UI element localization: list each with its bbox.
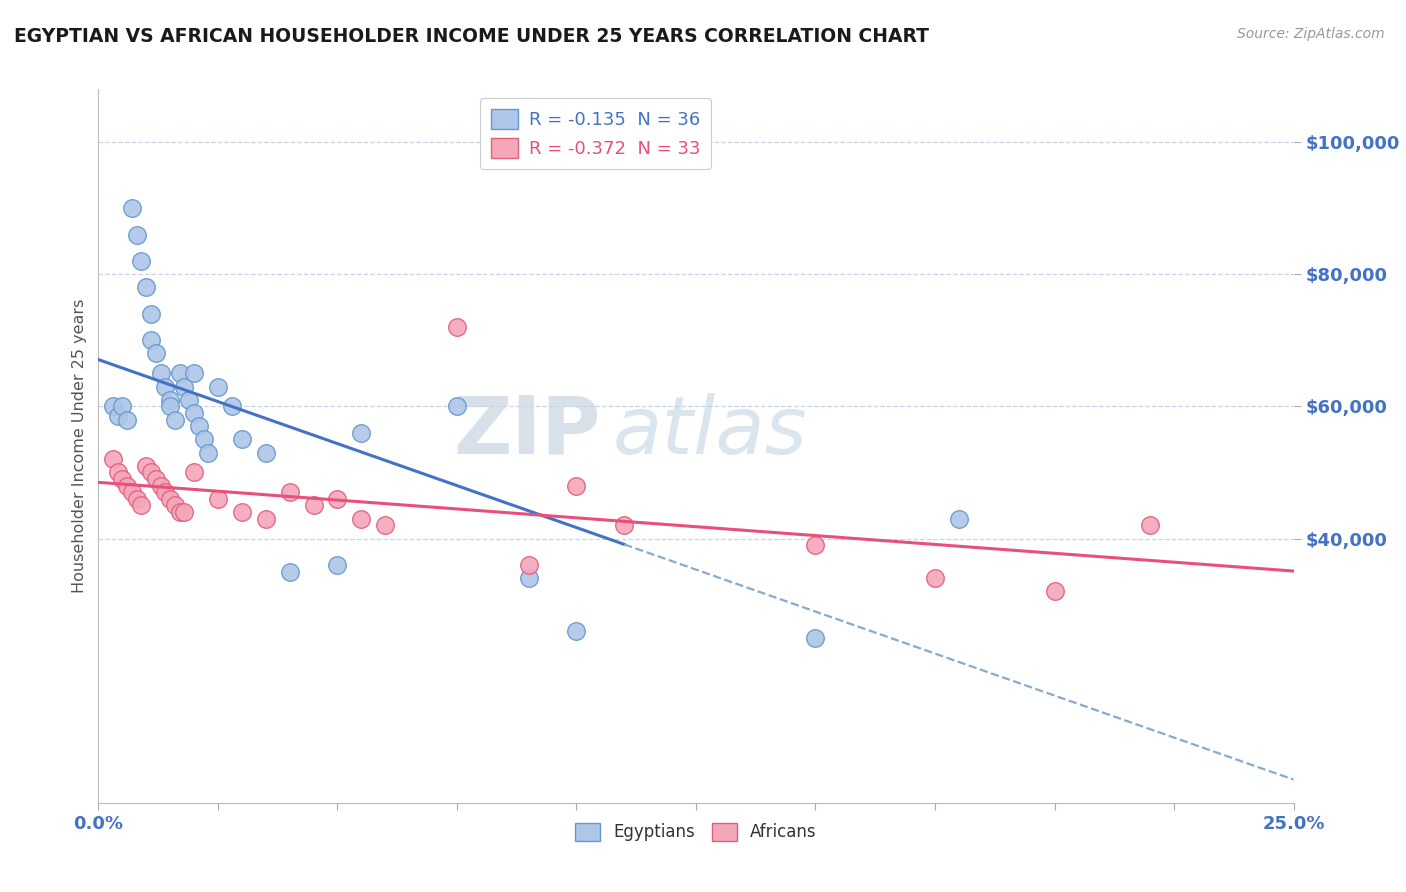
Point <box>948 511 970 525</box>
Point <box>169 367 191 381</box>
Point <box>221 400 243 414</box>
Text: Source: ZipAtlas.com: Source: ZipAtlas.com <box>1237 27 1385 41</box>
Point <box>326 558 349 572</box>
Point <box>173 379 195 393</box>
Point <box>207 491 229 506</box>
Point <box>278 485 301 500</box>
Y-axis label: Householder Income Under 25 years: Householder Income Under 25 years <box>72 299 87 593</box>
Point <box>115 412 138 426</box>
Point <box>446 400 468 414</box>
Point <box>163 412 186 426</box>
Point <box>145 472 167 486</box>
Point <box>131 254 153 268</box>
Point <box>135 458 157 473</box>
Point <box>804 631 827 645</box>
Point <box>302 499 325 513</box>
Point <box>145 346 167 360</box>
Point <box>155 379 177 393</box>
Point <box>159 400 181 414</box>
Point <box>163 499 186 513</box>
Point <box>231 433 253 447</box>
Point <box>207 379 229 393</box>
Point <box>924 571 946 585</box>
Point <box>183 466 205 480</box>
Point <box>278 565 301 579</box>
Point <box>613 518 636 533</box>
Point <box>565 624 588 638</box>
Point <box>125 227 148 242</box>
Point <box>326 491 349 506</box>
Point <box>107 466 129 480</box>
Point <box>193 433 215 447</box>
Text: ZIP: ZIP <box>453 392 600 471</box>
Point <box>149 478 172 492</box>
Point <box>121 201 143 215</box>
Point <box>159 392 181 407</box>
Point <box>121 485 143 500</box>
Point <box>517 571 540 585</box>
Point <box>149 367 172 381</box>
Point <box>111 400 134 414</box>
Point <box>155 485 177 500</box>
Text: atlas: atlas <box>613 392 807 471</box>
Point <box>139 333 162 347</box>
Point <box>107 409 129 424</box>
Point <box>374 518 396 533</box>
Point <box>1043 584 1066 599</box>
Point <box>197 445 219 459</box>
Point <box>139 307 162 321</box>
Point <box>565 478 588 492</box>
Point <box>173 505 195 519</box>
Point <box>446 320 468 334</box>
Point <box>135 280 157 294</box>
Point <box>131 499 153 513</box>
Point <box>517 558 540 572</box>
Point <box>1139 518 1161 533</box>
Point <box>183 367 205 381</box>
Point <box>159 491 181 506</box>
Point <box>350 511 373 525</box>
Legend: Egyptians, Africans: Egyptians, Africans <box>568 816 824 848</box>
Point <box>169 505 191 519</box>
Point <box>350 425 373 440</box>
Point <box>125 491 148 506</box>
Point <box>231 505 253 519</box>
Text: EGYPTIAN VS AFRICAN HOUSEHOLDER INCOME UNDER 25 YEARS CORRELATION CHART: EGYPTIAN VS AFRICAN HOUSEHOLDER INCOME U… <box>14 27 929 45</box>
Point <box>183 406 205 420</box>
Point <box>254 445 277 459</box>
Point <box>115 478 138 492</box>
Point <box>254 511 277 525</box>
Point <box>179 392 201 407</box>
Point <box>111 472 134 486</box>
Point <box>139 466 162 480</box>
Point <box>804 538 827 552</box>
Point <box>101 400 124 414</box>
Point <box>187 419 209 434</box>
Point <box>101 452 124 467</box>
